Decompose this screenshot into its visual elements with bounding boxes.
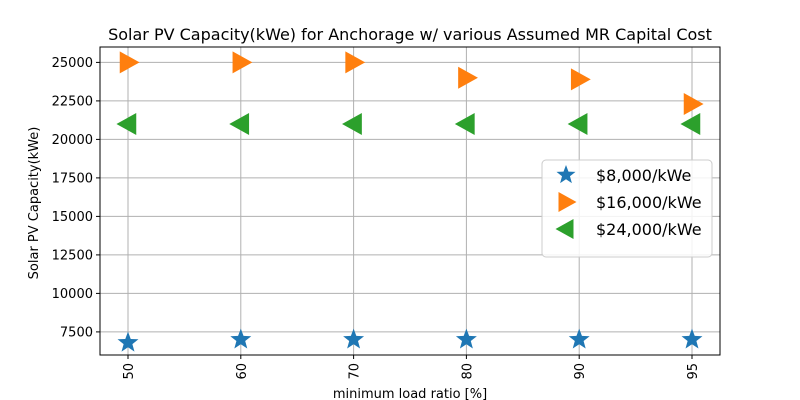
x-tick-label: 50 <box>122 363 137 380</box>
y-tick-label: 20000 <box>52 133 93 148</box>
data-point <box>454 113 475 135</box>
y-tick-label: 17500 <box>52 171 93 186</box>
data-point <box>681 328 703 349</box>
data-point <box>568 328 590 349</box>
y-axis-label: Solar PV Capacity(kWe) <box>27 127 42 280</box>
x-tick-label: 60 <box>235 363 250 380</box>
legend-label: $24,000/kWe <box>596 220 702 239</box>
chart-title: Solar PV Capacity(kWe) for Anchorage w/ … <box>108 25 712 44</box>
legend: $8,000/kWe $16,000/kWe $24,000/kWe <box>541 159 713 258</box>
data-point <box>345 51 366 74</box>
legend-marker <box>555 219 574 239</box>
data-point <box>229 113 250 135</box>
data-point <box>342 113 362 135</box>
plot-frame <box>99 46 721 356</box>
series-triangle-right <box>119 51 704 115</box>
legend-label: $16,000/kWe <box>596 193 702 212</box>
data-point <box>683 92 704 115</box>
data-point <box>458 66 478 89</box>
legend-label: $8,000/kWe <box>596 166 691 185</box>
data-point <box>119 51 140 74</box>
data-point <box>455 328 477 349</box>
y-tick-label: 22500 <box>52 94 93 109</box>
data-point <box>343 328 365 349</box>
y-tick-label: 7500 <box>60 325 93 340</box>
legend-box <box>541 159 713 258</box>
axis-ticks: 50 60 70 80 90 95 7500 10000 12500 15000 17500 2000… <box>52 56 701 380</box>
x-tick-label: 90 <box>573 363 588 380</box>
data-point <box>117 331 139 352</box>
x-tick-label: 95 <box>686 363 701 380</box>
y-tick-label: 15000 <box>52 210 93 225</box>
data-point <box>567 113 588 135</box>
data-point <box>230 328 252 349</box>
data-point <box>680 113 701 135</box>
data-point <box>232 51 253 74</box>
x-tick-label: 80 <box>460 363 475 380</box>
data-point <box>116 113 137 135</box>
series-star <box>117 328 703 352</box>
legend-marker <box>558 192 577 212</box>
x-tick-label: 70 <box>348 363 363 380</box>
x-axis-label: minimum load ratio [%] <box>333 387 487 400</box>
series-triangle-left <box>116 113 701 135</box>
y-tick-label: 25000 <box>52 56 93 71</box>
y-tick-label: 10000 <box>52 287 93 302</box>
y-tick-label: 12500 <box>52 248 93 263</box>
data-marks <box>116 51 704 352</box>
legend-marker <box>556 165 576 184</box>
data-point <box>570 68 591 91</box>
